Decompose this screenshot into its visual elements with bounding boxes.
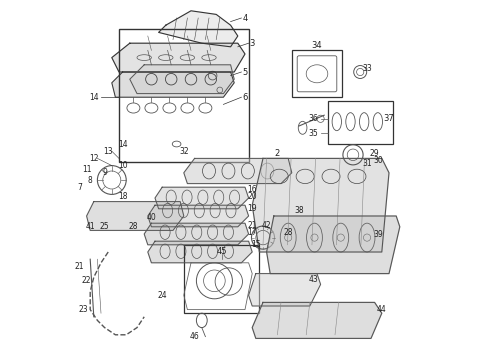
Text: 34: 34 [312, 41, 322, 50]
Text: 14: 14 [89, 93, 98, 102]
Text: 44: 44 [377, 305, 387, 314]
Polygon shape [184, 158, 292, 184]
Text: 10: 10 [118, 161, 127, 170]
Polygon shape [252, 158, 389, 252]
Text: 5: 5 [243, 68, 247, 77]
Polygon shape [144, 223, 248, 245]
Text: 28: 28 [129, 222, 138, 231]
Text: 31: 31 [363, 159, 372, 168]
Text: 12: 12 [89, 154, 98, 163]
Text: 2: 2 [275, 149, 280, 158]
Text: 43: 43 [309, 275, 318, 284]
Polygon shape [112, 43, 245, 72]
Text: 38: 38 [294, 206, 304, 215]
Text: 30: 30 [373, 156, 383, 165]
Text: 25: 25 [100, 222, 109, 231]
Text: 33: 33 [363, 64, 372, 73]
Text: 6: 6 [243, 93, 247, 102]
Text: 41: 41 [85, 222, 95, 231]
Polygon shape [148, 205, 248, 227]
Text: 9: 9 [102, 168, 107, 177]
Text: 17: 17 [247, 228, 257, 237]
Bar [292, 50, 342, 97]
Polygon shape [267, 216, 400, 274]
Polygon shape [159, 11, 238, 47]
Polygon shape [130, 65, 234, 94]
Text: 28: 28 [283, 228, 293, 237]
Text: 20: 20 [247, 192, 257, 201]
Text: 3: 3 [249, 39, 255, 48]
Polygon shape [148, 241, 252, 263]
Polygon shape [252, 302, 382, 338]
Text: 21: 21 [247, 220, 257, 230]
Text: 36: 36 [309, 114, 318, 123]
Text: 24: 24 [157, 291, 167, 300]
Text: 23: 23 [78, 305, 88, 314]
Text: 46: 46 [190, 332, 199, 341]
Polygon shape [248, 274, 320, 306]
Text: 7: 7 [77, 183, 82, 192]
Text: 29: 29 [370, 149, 379, 158]
Bar [119, 29, 248, 162]
Text: 8: 8 [88, 176, 93, 185]
Text: 14: 14 [118, 140, 127, 149]
Text: 18: 18 [118, 192, 127, 201]
Text: 4: 4 [243, 14, 247, 23]
Text: 37: 37 [384, 114, 394, 123]
Text: 11: 11 [82, 165, 91, 174]
Text: 39: 39 [373, 230, 383, 239]
Text: 13: 13 [103, 147, 113, 156]
Text: 19: 19 [247, 204, 257, 213]
Text: 40: 40 [147, 213, 156, 222]
Polygon shape [155, 187, 248, 209]
Text: 22: 22 [82, 276, 91, 285]
Text: 45: 45 [217, 248, 227, 256]
Text: 35: 35 [309, 129, 318, 138]
Bar [328, 101, 392, 144]
Text: 21: 21 [74, 262, 84, 271]
Text: 42: 42 [262, 220, 271, 230]
Text: 32: 32 [179, 147, 189, 156]
Polygon shape [112, 72, 234, 97]
Bar [184, 245, 259, 313]
Text: 16: 16 [247, 185, 257, 194]
Text: 15: 15 [251, 240, 261, 249]
Polygon shape [87, 202, 184, 230]
